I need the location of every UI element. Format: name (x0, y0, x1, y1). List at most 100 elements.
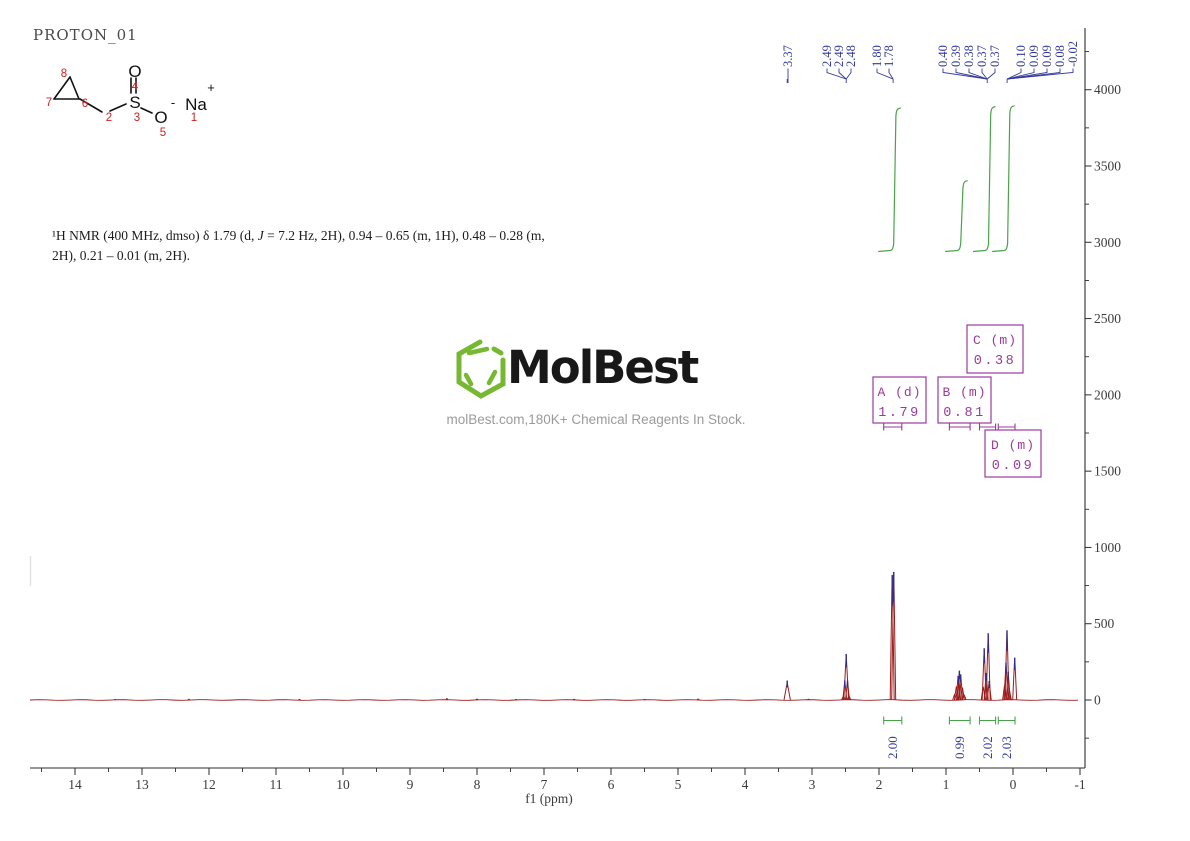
integral-region-bracket (978, 716, 997, 725)
x-axis-tick-label: 12 (202, 777, 216, 792)
peak-shift-label: -0.02 (1066, 41, 1080, 67)
assignment-shift: 0.09 (992, 459, 1034, 474)
x-axis-tick-label: 3 (809, 777, 816, 792)
peak-shift-text: 1.80 (870, 45, 884, 67)
citation-part2: = 7.2 Hz, 2H), 0.94 – 0.65 (m, 1H), 0.48… (263, 228, 545, 243)
baseline-noise-peak (572, 698, 576, 701)
x-axis-tick-label: 8 (474, 777, 481, 792)
integral-curve (992, 105, 1015, 253)
assignment-shift: 1.79 (878, 406, 920, 421)
assignment-range-bracket (883, 423, 903, 431)
atom-label-o: O (128, 62, 141, 81)
atom-label-o: O (154, 108, 167, 127)
peak-label-connector (838, 68, 847, 80)
spectrum-peak (846, 695, 852, 701)
baseline-noise-peak (696, 698, 700, 701)
x-axis-tick-label: 14 (68, 777, 82, 792)
charge-label: + (207, 80, 215, 95)
molbest-tagline: molBest.com,180K+ Chemical Reagents In S… (446, 412, 746, 427)
peak-shift-label: 1.80 (870, 45, 884, 67)
peak-shift-text: 0.38 (962, 45, 976, 67)
peak-shift-text: 0.39 (949, 45, 963, 67)
citation-part1: ¹H NMR (400 MHz, dmso) δ 1.79 (d, (52, 228, 258, 243)
peak-shift-text: 3.37 (781, 45, 795, 67)
atom-number-label: 1 (191, 112, 197, 124)
atom-number-label: 7 (46, 97, 52, 109)
baseline-noise-peak (514, 698, 518, 701)
citation-coupling-j: J (257, 228, 264, 243)
assignment-shift: 0.81 (943, 406, 985, 421)
peak-shift-text: 0.37 (988, 45, 1002, 67)
peak-label-connector (1007, 68, 1048, 80)
peak-shift-label: 0.10 (1014, 45, 1028, 67)
peak-shift-text: 0.10 (1014, 45, 1028, 67)
integral-value-label: 2.00 (885, 736, 900, 759)
peak-shift-label: 0.39 (949, 45, 963, 67)
peak-label-connector (986, 68, 996, 80)
atom-number-label: 6 (82, 98, 88, 110)
y-axis-tick-label: 4000 (1094, 82, 1121, 97)
assignment-label: C (m) (973, 333, 1017, 348)
peak-shift-text: 2.48 (844, 45, 858, 67)
integral-region-bracket (883, 716, 903, 725)
molbest-brand-text: MolBest (507, 341, 699, 394)
integral-value-label: 2.03 (999, 736, 1014, 759)
bond-line (69, 76, 80, 100)
x-axis-tick-label: 1 (943, 777, 950, 792)
peak-shift-label: 0.38 (962, 45, 976, 67)
peak-shift-label: 3.37 (781, 45, 795, 67)
assignment-range-bracket (978, 423, 997, 431)
peak-shift-text: 0.40 (936, 45, 950, 67)
spectrum-peak (961, 694, 967, 701)
peak-shift-text: 0.09 (1040, 45, 1054, 67)
baseline-noise-peak (445, 697, 449, 701)
x-axis-tick-label: 6 (608, 777, 615, 792)
integral-value-label: 0.99 (952, 736, 967, 759)
spectrum-peak (1006, 689, 1012, 701)
peak-shift-label: 0.40 (936, 45, 950, 67)
integral-region-bracket (997, 716, 1016, 725)
integral-value-text: 2.00 (885, 736, 900, 759)
peak-label-connector (1006, 68, 1022, 80)
assignment-range-bracket (948, 423, 971, 431)
peak-shift-label: 0.37 (988, 45, 1002, 67)
peak-shift-text: 2.49 (832, 45, 846, 67)
integral-value-text: 2.02 (980, 736, 995, 759)
integral-value-text: 2.03 (999, 736, 1014, 759)
peak-shift-label: 2.48 (844, 45, 858, 67)
integral-region-bracket (948, 716, 971, 725)
x-axis-tick-label: 11 (270, 777, 283, 792)
peak-shift-label: 0.09 (1040, 45, 1054, 67)
y-axis-tick-label: 3500 (1094, 159, 1121, 174)
integral-curve (945, 180, 968, 253)
peak-label-connector (981, 68, 988, 80)
x-axis-tick-label: 13 (135, 777, 149, 792)
atom-number-label: 8 (61, 68, 67, 80)
assignment-box (984, 429, 1042, 478)
peak-label-connector (845, 68, 852, 80)
atom-label-na: Na (185, 95, 207, 114)
x-axis-tick-label: 9 (407, 777, 414, 792)
baseline-noise-peak (643, 698, 646, 701)
spectrum-peak (953, 686, 959, 701)
peak-shift-label: 0.09 (1027, 45, 1041, 67)
y-axis-tick-label: 1500 (1094, 464, 1121, 479)
assignment-box (937, 376, 992, 424)
x-axis-tick-label: 7 (541, 777, 548, 792)
baseline-noise-peak (475, 698, 479, 701)
experiment-title: PROTON_01 (33, 26, 138, 44)
peak-label-connector (942, 68, 988, 80)
x-axis-tick-label: 4 (742, 777, 749, 792)
peak-label-connector (968, 68, 988, 80)
spectrum-peak (959, 687, 965, 701)
atom-number-label: 2 (106, 112, 112, 124)
peak-shift-label: 2.49 (832, 45, 846, 67)
assignment-box (872, 376, 927, 424)
assignment-box (966, 324, 1024, 374)
peak-shift-label: 0.37 (975, 45, 989, 67)
peak-shift-label: 2.49 (820, 45, 834, 67)
peak-shift-text: 2.49 (820, 45, 834, 67)
peak-shift-text: 1.78 (882, 45, 896, 67)
y-axis-tick-label: 3000 (1094, 235, 1121, 250)
